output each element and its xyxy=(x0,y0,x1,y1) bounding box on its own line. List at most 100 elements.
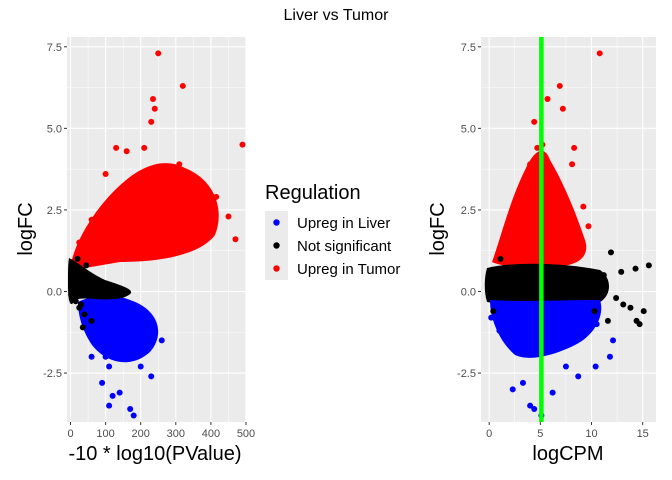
y-tick-label: 5.0 xyxy=(47,123,62,135)
point-upreg-in-tumor xyxy=(556,82,563,89)
point-upreg-in-liver xyxy=(102,353,109,360)
point-not-significant xyxy=(618,268,625,275)
point-upreg-in-tumor xyxy=(555,226,562,233)
point-not-significant xyxy=(645,262,652,269)
point-not-significant xyxy=(600,272,607,279)
x-tick-label: 0 xyxy=(486,428,492,440)
x-tick-label: 15 xyxy=(637,428,649,440)
point-upreg-in-tumor xyxy=(141,144,148,151)
legend-label: Upreg in Tumor xyxy=(297,261,400,278)
point-not-significant xyxy=(79,324,86,331)
point-upreg-in-tumor xyxy=(92,246,99,253)
point-upreg-in-tumor xyxy=(88,216,95,223)
point-upreg-in-liver xyxy=(88,353,95,360)
point-upreg-in-tumor xyxy=(532,177,539,184)
point-not-significant xyxy=(640,308,647,315)
point-upreg-in-tumor xyxy=(76,239,83,246)
point-not-significant xyxy=(613,295,620,302)
left-red-point-cloud xyxy=(70,163,219,269)
point-upreg-in-tumor xyxy=(179,82,186,89)
point-upreg-in-tumor xyxy=(113,144,120,151)
point-not-significant xyxy=(78,268,85,275)
point-upreg-in-tumor xyxy=(120,226,127,233)
x-tick-label: 10 xyxy=(585,428,597,440)
point-upreg-in-liver xyxy=(575,373,582,380)
left-panel-points xyxy=(68,50,246,419)
point-not-significant xyxy=(83,262,90,269)
point-upreg-in-liver xyxy=(109,392,116,399)
legend-label: Not significant xyxy=(297,238,392,255)
point-not-significant xyxy=(81,278,88,285)
point-upreg-in-tumor xyxy=(507,213,514,220)
right-y-axis-title: logFC xyxy=(427,202,449,255)
x-tick-label: 100 xyxy=(96,428,114,440)
point-not-significant xyxy=(68,291,75,298)
point-upreg-in-tumor xyxy=(580,203,587,210)
point-upreg-in-liver xyxy=(592,363,599,370)
point-upreg-in-liver xyxy=(130,412,137,419)
y-tick-label: 7.5 xyxy=(47,42,62,54)
legend-entry-upreg-tumor: Upreg in Tumor xyxy=(265,257,400,280)
x-tick-label: 300 xyxy=(167,428,185,440)
point-not-significant xyxy=(72,298,79,305)
point-upreg-in-liver xyxy=(527,402,534,409)
left-y-axis-title: logFC xyxy=(15,202,37,255)
point-not-significant xyxy=(488,278,495,285)
legend: Regulation Upreg in Liver Not significan… xyxy=(265,182,400,280)
point-upreg-in-tumor xyxy=(200,226,207,233)
point-upreg-in-tumor xyxy=(232,236,239,243)
point-upreg-in-tumor xyxy=(596,50,603,57)
point-upreg-in-tumor xyxy=(151,105,158,112)
legend-key-dot xyxy=(273,265,280,272)
point-not-significant xyxy=(636,321,643,328)
y-tick-label: 2.5 xyxy=(47,205,62,217)
y-tick-label: 5.0 xyxy=(461,123,476,135)
point-upreg-in-liver xyxy=(593,321,600,328)
legend-title: Regulation xyxy=(265,182,361,204)
x-tick-label: 5 xyxy=(537,428,543,440)
point-upreg-in-liver xyxy=(158,337,165,344)
point-upreg-in-liver xyxy=(116,389,123,396)
point-not-significant xyxy=(74,288,81,295)
point-upreg-in-tumor xyxy=(183,203,190,210)
point-upreg-in-liver xyxy=(531,405,538,412)
point-upreg-in-tumor xyxy=(559,105,566,112)
point-upreg-in-liver xyxy=(549,389,556,396)
point-upreg-in-tumor xyxy=(544,95,551,102)
point-not-significant xyxy=(71,275,78,282)
point-upreg-in-liver xyxy=(519,379,526,386)
point-upreg-in-liver xyxy=(562,363,569,370)
point-upreg-in-tumor xyxy=(213,193,220,200)
point-upreg-in-tumor xyxy=(130,190,137,197)
point-upreg-in-tumor xyxy=(534,144,541,151)
point-upreg-in-tumor xyxy=(123,148,130,155)
point-upreg-in-liver xyxy=(106,363,113,370)
point-upreg-in-tumor xyxy=(149,95,156,102)
point-upreg-in-liver xyxy=(496,327,503,334)
point-upreg-in-tumor xyxy=(569,161,576,168)
point-upreg-in-tumor xyxy=(155,50,162,57)
point-upreg-in-liver xyxy=(127,405,134,412)
right-panel: 0 5 10 15 -2.5 0.0 2.5 5.0 7.5 logCPM logFC xyxy=(427,37,656,465)
point-upreg-in-liver xyxy=(137,363,144,370)
point-upreg-in-tumor xyxy=(148,118,155,125)
point-upreg-in-tumor xyxy=(225,213,232,220)
point-upreg-in-tumor xyxy=(239,141,246,148)
point-upreg-in-tumor xyxy=(176,161,183,168)
point-upreg-in-tumor xyxy=(165,184,172,191)
left-blue-point-cloud xyxy=(78,295,159,363)
point-upreg-in-liver xyxy=(120,321,127,328)
legend-key-dot xyxy=(273,219,280,226)
point-upreg-in-liver xyxy=(99,379,106,386)
point-not-significant xyxy=(604,317,611,324)
point-not-significant xyxy=(497,255,504,262)
point-upreg-in-liver xyxy=(148,373,155,380)
x-tick-label: 500 xyxy=(237,428,255,440)
point-not-significant xyxy=(74,255,81,262)
point-not-significant xyxy=(490,308,497,315)
legend-entry-not-significant: Not significant xyxy=(265,234,392,257)
point-upreg-in-liver xyxy=(113,314,120,321)
point-upreg-in-liver xyxy=(85,327,92,334)
point-upreg-in-liver xyxy=(610,337,617,344)
